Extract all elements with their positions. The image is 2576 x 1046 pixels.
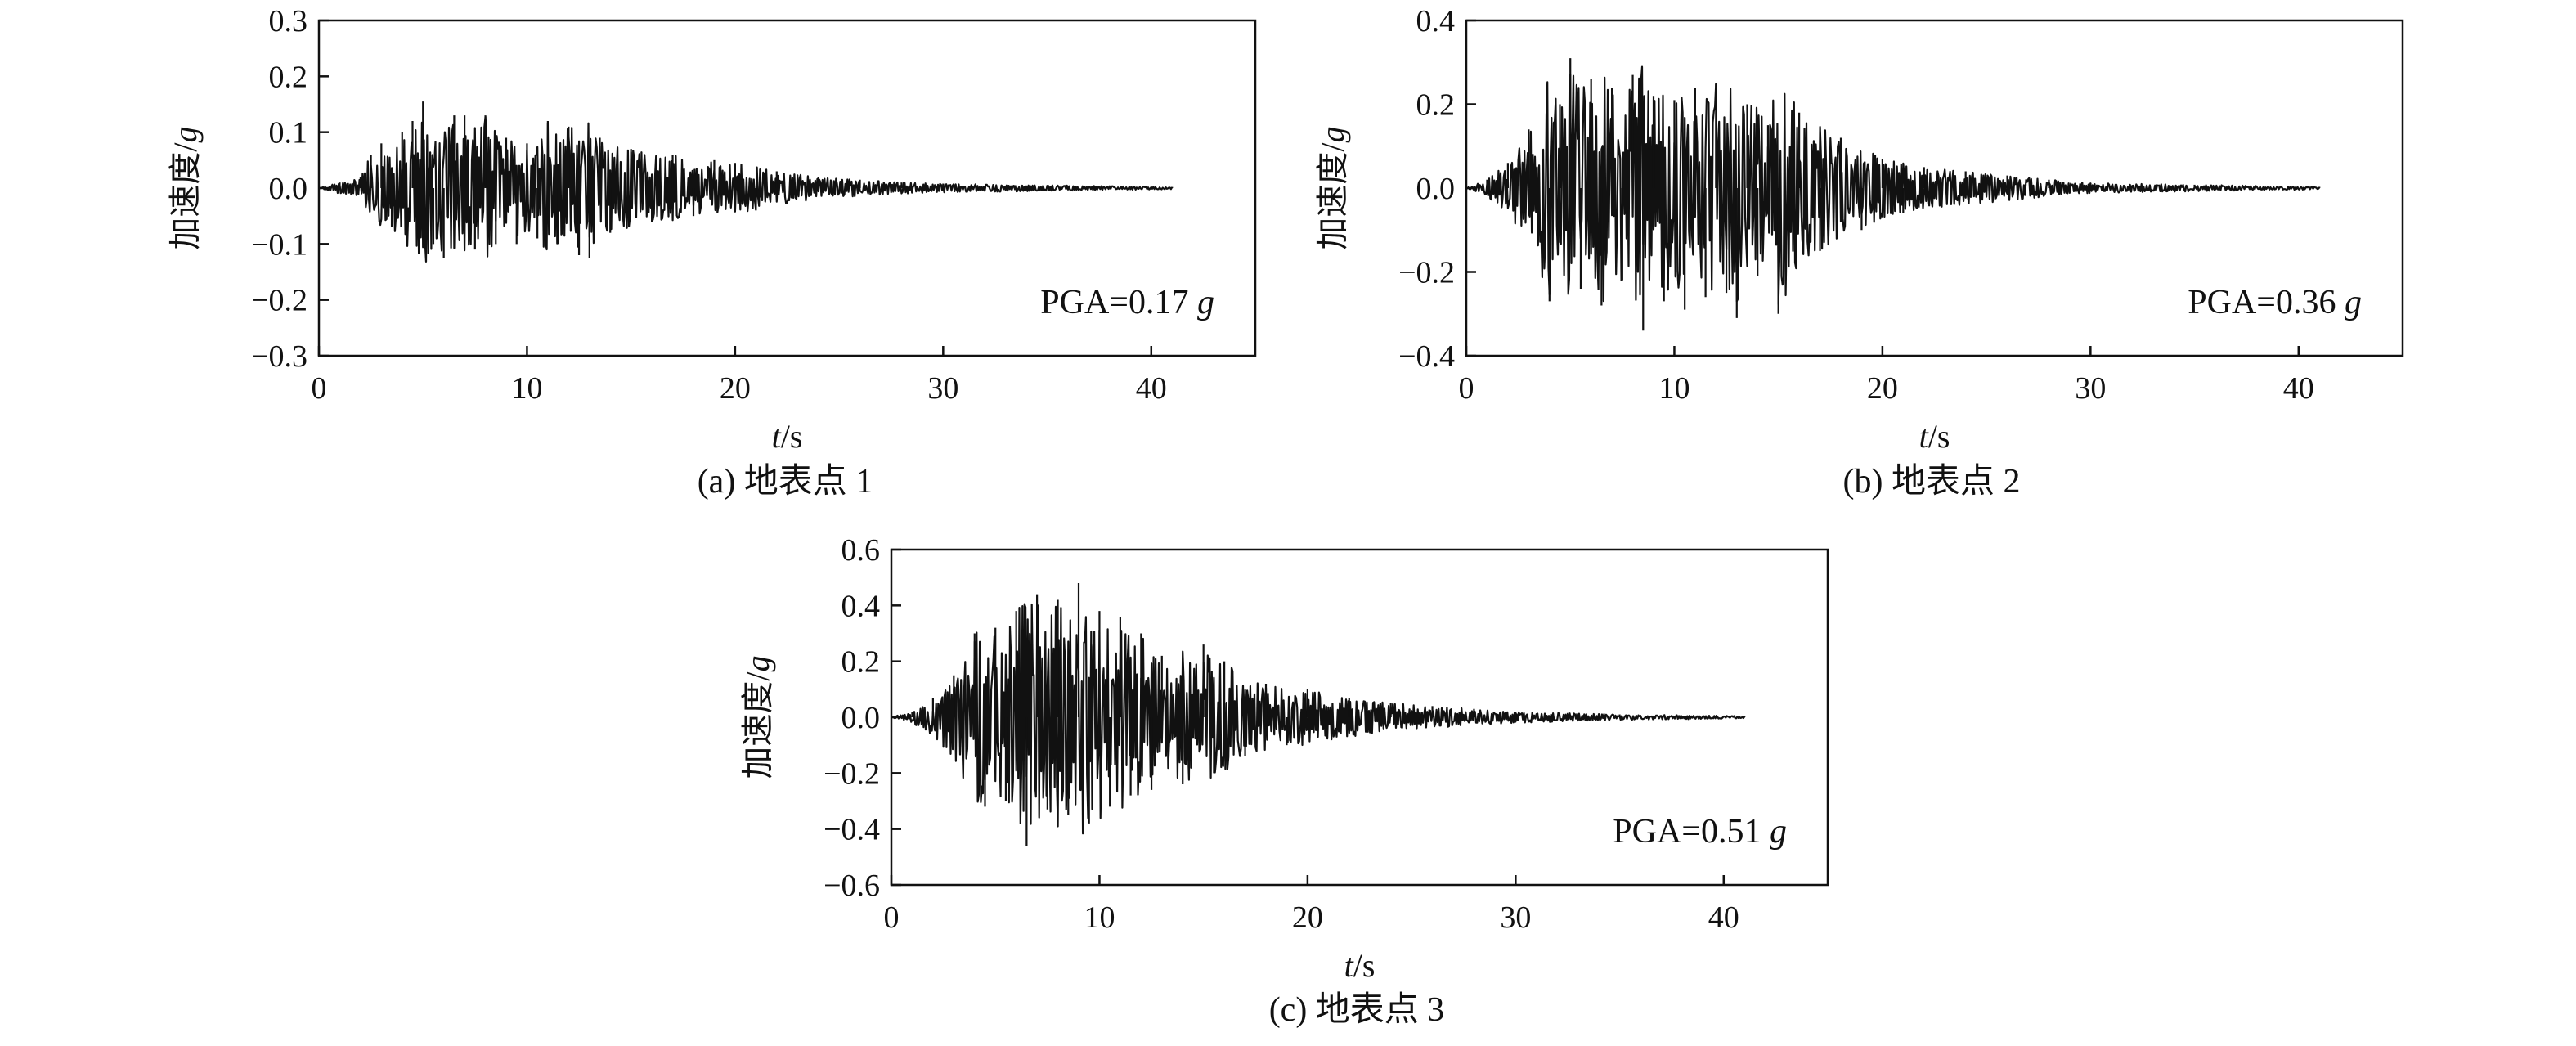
- x-tick-label: 10: [1084, 900, 1115, 935]
- x-axis-title: t/s: [772, 418, 803, 455]
- x-axis-title: t/s: [1919, 418, 1950, 455]
- y-axis-title: 加速度/g: [739, 655, 776, 779]
- x-tick-label: 20: [1292, 900, 1323, 935]
- y-tick-label: 0.6: [841, 533, 881, 568]
- y-tick-label: 0.2: [269, 60, 308, 94]
- acceleration-series-line: [1465, 65, 2321, 305]
- y-tick-label: 0.4: [841, 589, 881, 623]
- acceleration-series-line: [891, 603, 1746, 835]
- y-tick-label: −0.6: [824, 869, 880, 903]
- y-tick-label: 0.2: [841, 645, 881, 680]
- y-tick-label: 0.4: [1416, 4, 1456, 38]
- x-tick-label: 40: [2283, 371, 2314, 406]
- y-axis-title: 加速度/g: [1314, 126, 1351, 249]
- pga-annotation: PGA=0.36 g: [2188, 284, 2362, 321]
- panel-caption: (b) 地表点 2: [1843, 463, 2021, 501]
- chart-panel-2: 0 10 20 30 40 −0.4 −0.2 0.0 0.2 0.4 t/s 加速度/g PGA=0.…: [1314, 4, 2404, 501]
- panel-caption: (c) 地表点 3: [1269, 991, 1445, 1029]
- x-tick-label: 0: [884, 900, 900, 935]
- y-tick-label: 0.0: [841, 701, 881, 735]
- x-tick-label: 10: [1658, 371, 1690, 406]
- x-tick-label: 30: [1500, 900, 1531, 935]
- y-tick-label: 0.0: [269, 172, 308, 206]
- y-tick-label: 0.1: [269, 116, 308, 150]
- x-tick-label: 0: [312, 371, 327, 406]
- x-tick-label: 20: [720, 371, 751, 406]
- x-tick-label: 0: [1459, 371, 1474, 406]
- x-tick-label: 20: [1867, 371, 1898, 406]
- pga-annotation: PGA=0.51 g: [1613, 813, 1787, 851]
- y-tick-label: 0.0: [1416, 172, 1456, 206]
- x-tick-label: 40: [1708, 900, 1739, 935]
- y-tick-label: −0.4: [1398, 339, 1455, 374]
- y-tick-label: 0.3: [269, 4, 308, 38]
- y-tick-label: −0.4: [824, 813, 880, 847]
- acceleration-series-line: [318, 115, 1174, 263]
- y-axis-title: 加速度/g: [167, 126, 204, 249]
- y-tick-label: −0.2: [824, 756, 880, 791]
- y-tick-label: −0.3: [251, 339, 307, 374]
- y-tick-label: −0.2: [251, 284, 307, 318]
- x-tick-label: 10: [511, 371, 542, 406]
- x-axis-title: t/s: [1344, 947, 1376, 984]
- y-tick-label: −0.1: [251, 227, 307, 262]
- panel-caption: (a) 地表点 1: [698, 463, 873, 501]
- x-tick-label: 30: [927, 371, 958, 406]
- x-tick-label: 30: [2075, 371, 2106, 406]
- x-tick-label: 40: [1136, 371, 1167, 406]
- chart-panel-1: 0 10 20 30 40 −0.3 −0.2 −0.1 0.0 0.1 0.2 0.3 t/s 加速度/…: [167, 4, 1257, 501]
- pga-annotation: PGA=0.17 g: [1040, 284, 1214, 321]
- y-tick-label: 0.2: [1416, 88, 1456, 123]
- chart-panel-3: 0 10 20 30 40 −0.6 −0.4 −0.2 0.0 0.2 0.4 0.6 t/s 加速度/…: [739, 533, 1829, 1029]
- y-tick-label: −0.2: [1398, 256, 1455, 290]
